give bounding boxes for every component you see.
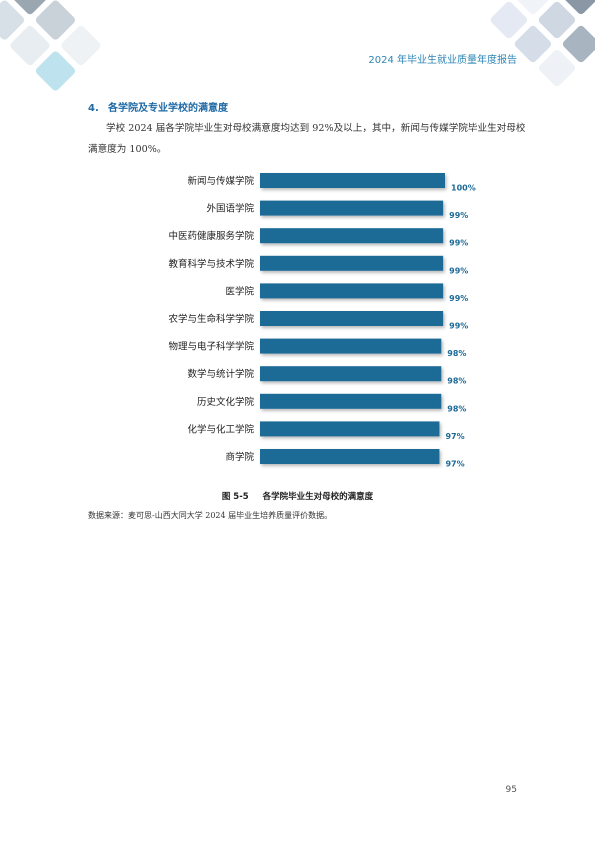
category-label: 医学院	[225, 285, 254, 297]
bar	[260, 228, 444, 244]
bar	[260, 200, 444, 216]
category-label: 数学与统计学院	[187, 368, 254, 380]
category-label: 商学院	[225, 451, 254, 463]
section-heading: 4. 各学院及专业学校的满意度	[88, 99, 228, 114]
bar	[260, 173, 445, 188]
figure-number: 图 5-5	[221, 492, 249, 502]
bar	[260, 283, 444, 299]
bar	[260, 311, 444, 326]
bar	[260, 366, 442, 382]
body-paragraph: 学校 2024 届各学院毕业生对母校满意度均达到 92%及以上，其中，新闻与传媒…	[88, 123, 526, 155]
value-label: 98%	[447, 404, 466, 413]
bar	[260, 393, 442, 409]
figure-title: 各学院毕业生对母校的满意度	[262, 492, 374, 502]
value-label: 99%	[449, 211, 468, 220]
value-label: 99%	[449, 266, 468, 275]
value-label: 97%	[445, 460, 464, 469]
category-label: 物理与电子科学学院	[168, 341, 254, 353]
value-label: 98%	[447, 377, 466, 386]
satisfaction-bar-chart: 新闻与传媒学院 100% 外国语学院 99% 中医药健康服务学院 99% 教育科学与技术学院…	[168, 173, 476, 469]
bar	[260, 255, 444, 271]
bar	[260, 449, 440, 464]
category-label: 中医药健康服务学院	[168, 230, 254, 242]
bar	[260, 421, 440, 437]
value-label: 99%	[449, 294, 468, 303]
bar	[260, 338, 442, 354]
value-label: 100%	[451, 184, 476, 193]
value-label: 97%	[445, 432, 464, 441]
section-number: 4.	[88, 103, 99, 114]
category-label: 新闻与传媒学院	[187, 175, 254, 187]
value-label: 99%	[449, 322, 468, 331]
header-decoration	[0, 0, 595, 91]
running-header: 2024 年毕业生就业质量年度报告	[368, 55, 517, 66]
value-label: 98%	[447, 349, 466, 358]
category-label: 外国语学院	[206, 203, 254, 215]
section-title: 各学院及专业学校的满意度	[108, 103, 228, 114]
value-label: 99%	[449, 239, 468, 248]
category-label: 农学与生命科学学院	[168, 313, 254, 325]
data-source-note: 数据来源：麦可思-山西大同大学 2024 届毕业生培养质量评价数据。	[88, 511, 333, 520]
category-label: 教育科学与技术学院	[168, 258, 254, 270]
category-label: 历史文化学院	[197, 396, 255, 408]
page-number: 95	[505, 785, 517, 795]
figure-caption: 图 5-5 各学院毕业生对母校的满意度	[0, 490, 595, 502]
category-label: 化学与化工学院	[187, 423, 254, 435]
